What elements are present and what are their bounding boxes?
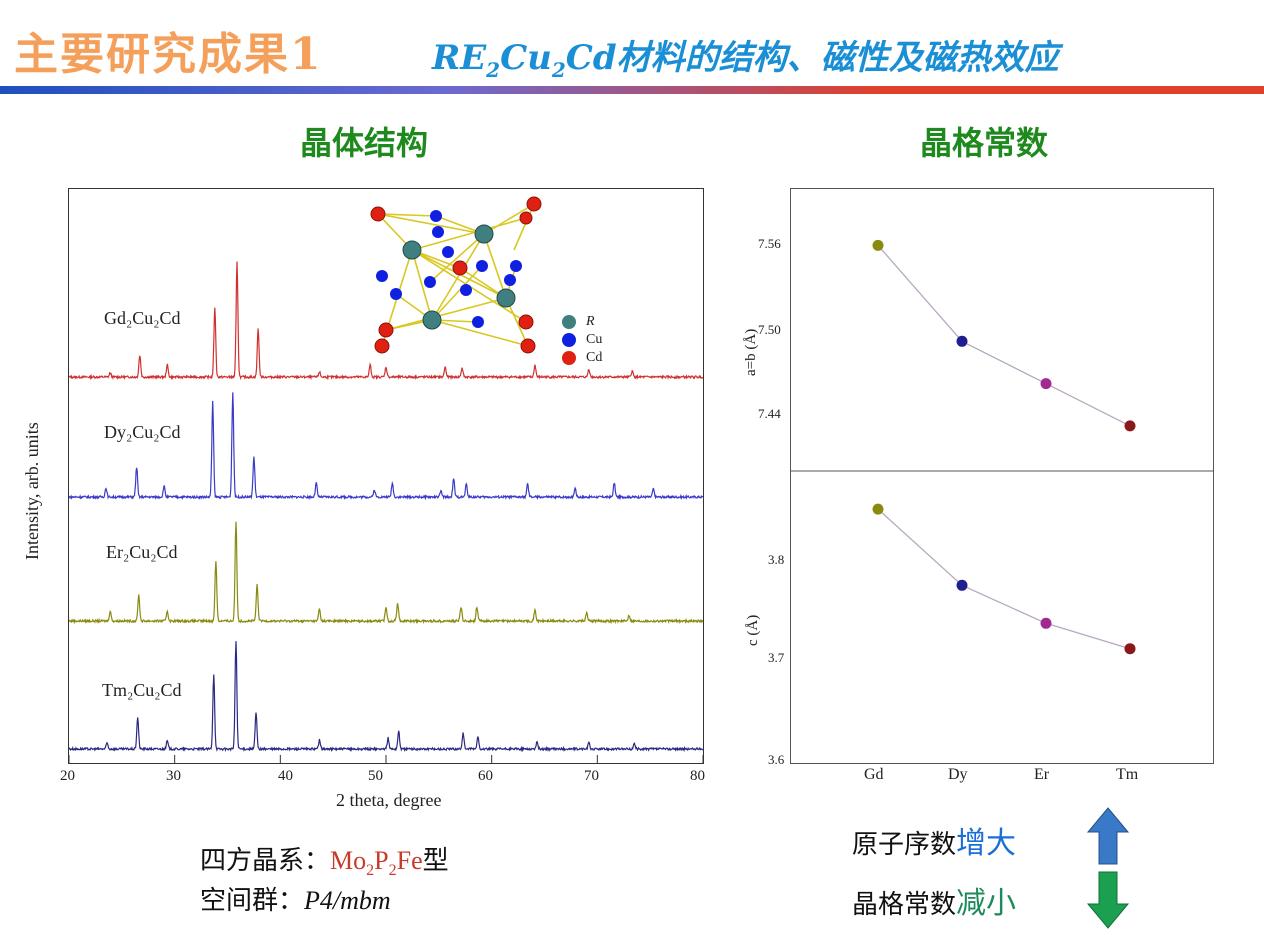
legend-label-cu: Cu (586, 332, 603, 347)
space-group-label: 空间群： (200, 886, 305, 916)
crystal-system-suffix: 型 (422, 846, 449, 876)
lattice-plots (791, 239, 1213, 655)
lattice-series-line (877, 508, 1131, 650)
c-y-label-wrap: c (Å) (742, 615, 762, 646)
a-y-tick: 7.56 (758, 236, 781, 251)
xrd-traces (69, 261, 703, 763)
arrow-down-icon (1086, 871, 1130, 929)
space-group-note: 空间群：P4/mbm (200, 880, 391, 917)
trace-label-gd: Gd₂Cu₂Cd (104, 308, 181, 328)
trace-label-tm: Tm₂Cu₂Cd (102, 680, 182, 700)
lattice-constant-trend: 减小 (956, 886, 1017, 921)
lattice-constant-label: 晶格常数 (852, 890, 957, 920)
crystal-structure-heading: 晶体结构 (300, 124, 429, 162)
legend-marker-cu (562, 333, 576, 347)
slide-title: 主要研究成果1 (14, 29, 323, 80)
x-tick-gd: Gd (864, 766, 884, 783)
subtitle-part: RE (432, 38, 487, 78)
lattice-data-point (1124, 420, 1136, 432)
lattice-data-point (1040, 378, 1052, 390)
a-y-axis-label: a=b (Å) (743, 328, 759, 376)
xrd-trace (69, 641, 703, 753)
xrd-x-tick: 40 (278, 768, 293, 784)
x-tick-dy: Dy (948, 766, 968, 783)
lattice-plot-frame (790, 188, 1214, 764)
crystal-system-note: 四方晶系：Mo2P2Fe型 (200, 840, 449, 880)
xrd-x-axis-label: 2 theta, degree (336, 790, 442, 810)
formula-part: Mo (330, 846, 367, 875)
xrd-y-label-wrap: Intensity, arb. units (22, 422, 43, 560)
xrd-trace (69, 261, 703, 381)
a-y-label-wrap: a=b (Å) (740, 329, 760, 376)
xrd-x-tick: 80 (690, 768, 705, 784)
lattice-data-point (956, 579, 968, 591)
c-y-tick: 3.8 (768, 552, 785, 567)
x-tick-er: Er (1034, 766, 1050, 783)
x-tick-tm: Tm (1116, 766, 1139, 783)
crystal-system-value: Mo2P2Fe (330, 846, 423, 879)
subtitle-sub: 2 (486, 57, 501, 82)
a-y-tick: 7.44 (758, 406, 781, 421)
atomic-number-trend: 增大 (956, 826, 1017, 861)
lattice-data-point (872, 239, 884, 251)
lattice-data-point (1040, 617, 1052, 629)
xrd-x-tick: 50 (368, 768, 383, 784)
trend-arrows (1086, 807, 1130, 929)
c-y-tick: 3.7 (768, 650, 785, 665)
c-y-tick: 3.6 (768, 752, 785, 767)
lattice-data-point (1124, 643, 1136, 655)
title-divider-bar (0, 86, 1264, 94)
arrow-up-icon (1086, 807, 1130, 865)
xrd-trace (69, 392, 703, 501)
xrd-x-tick: 70 (584, 768, 599, 784)
formula-part: P (374, 846, 389, 875)
trace-label-dy: Dy₂Cu₂Cd (104, 422, 181, 442)
xrd-x-tick: 20 (60, 768, 75, 784)
xrd-x-tick: 30 (166, 768, 181, 784)
structure-legend-markers (562, 315, 576, 365)
crystal-structure-illustration (370, 196, 542, 354)
atomic-number-label: 原子序数 (852, 830, 957, 860)
formula-sub: 2 (366, 862, 375, 880)
legend-marker-r (562, 315, 576, 329)
formula-part: Fe (396, 846, 423, 875)
space-group-value: P4/mbm (304, 886, 391, 915)
c-y-axis-label: c (Å) (745, 614, 761, 646)
trace-label-er: Er₂Cu₂Cd (106, 542, 178, 562)
legend-label-cd: Cd (586, 350, 603, 365)
lattice-constants-heading: 晶格常数 (920, 124, 1049, 162)
a-y-tick: 7.50 (758, 322, 781, 337)
crystal-system-label: 四方晶系： (200, 846, 331, 876)
lattice-data-point (872, 503, 884, 515)
lattice-data-point (956, 335, 968, 347)
subtitle-sub: 2 (551, 57, 566, 82)
subtitle-part: Cd材料的结构、磁性及磁热效应 (565, 38, 1059, 78)
subtitle-part: Cu (500, 38, 552, 78)
xrd-x-tick: 60 (478, 768, 493, 784)
lattice-series-line (877, 244, 1131, 427)
lattice-constant-note: 晶格常数减小 (852, 878, 1016, 922)
slide-subtitle: RE2Cu2Cd材料的结构、磁性及磁热效应 (432, 30, 1059, 82)
legend-label-r: R (586, 314, 595, 329)
xrd-y-axis-label: Intensity, arb. units (22, 422, 42, 560)
legend-marker-cd (562, 351, 576, 365)
xrd-plot-frame (68, 188, 704, 764)
xrd-trace (69, 521, 703, 625)
atomic-number-note: 原子序数增大 (852, 818, 1016, 862)
formula-sub: 2 (388, 862, 397, 880)
